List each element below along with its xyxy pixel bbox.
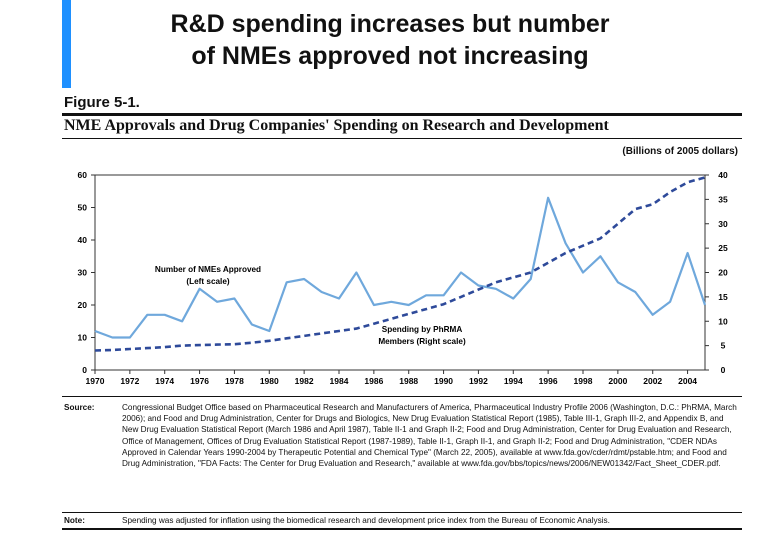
x-tick-label: 2004 — [678, 376, 697, 386]
y-right-tick-label: 30 — [718, 219, 728, 229]
figure-bottom-rule — [62, 528, 742, 530]
x-tick-label: 1972 — [120, 376, 139, 386]
y-right-tick-label: 15 — [718, 292, 728, 302]
title-accent-bar — [62, 0, 71, 88]
x-tick-label: 1986 — [364, 376, 383, 386]
note-label: Note: — [64, 516, 85, 525]
x-tick-label: 1974 — [155, 376, 174, 386]
nme-series-line — [94, 196, 707, 339]
x-tick-label: 1998 — [574, 376, 593, 386]
y-right-tick-label: 0 — [721, 365, 726, 375]
y-right-tick-label: 10 — [718, 316, 728, 326]
figure-top-rule — [62, 113, 742, 116]
x-tick-label: 1980 — [260, 376, 279, 386]
units-label: (Billions of 2005 dollars) — [622, 146, 738, 157]
y-left-tick-label: 40 — [78, 235, 88, 245]
x-tick-label: 1988 — [399, 376, 418, 386]
notes-rule — [62, 512, 742, 513]
y-right-tick-label: 40 — [718, 170, 728, 180]
x-tick-label: 1976 — [190, 376, 209, 386]
x-tick-label: 1982 — [295, 376, 314, 386]
spending-series-label-scale: Members (Right scale) — [378, 337, 466, 346]
y-right-tick-label: 35 — [718, 194, 728, 204]
y-right-tick-label: 20 — [718, 268, 728, 278]
x-tick-label: 1992 — [469, 376, 488, 386]
y-right-tick-label: 5 — [721, 341, 726, 351]
x-tick-label: 1994 — [504, 376, 523, 386]
slide-title: R&D spending increases but number of NME… — [170, 10, 610, 70]
source-block: Source: Congressional Budget Office base… — [64, 402, 744, 512]
x-tick-label: 1970 — [86, 376, 105, 386]
x-tick-label: 2002 — [643, 376, 662, 386]
x-tick-label: 1984 — [330, 376, 349, 386]
note-block: Note: Spending was adjusted for inflatio… — [64, 515, 744, 529]
y-right-tick-label: 25 — [718, 243, 728, 253]
x-tick-label: 1990 — [434, 376, 453, 386]
chart-bottom-rule — [62, 396, 742, 397]
x-tick-label: 1996 — [539, 376, 558, 386]
figure-label: Figure 5-1. — [64, 94, 140, 111]
nme-series-label: Number of NMEs Approved — [155, 265, 261, 274]
figure-title: NME Approvals and Drug Companies' Spendi… — [64, 117, 609, 134]
x-tick-label: 1978 — [225, 376, 244, 386]
source-label: Source: — [64, 403, 95, 412]
y-left-tick-label: 0 — [82, 365, 87, 375]
nme-series-label-scale: (Left scale) — [186, 277, 229, 286]
figure-title-rule — [62, 138, 742, 139]
y-left-tick-label: 30 — [78, 268, 88, 278]
y-left-tick-label: 60 — [78, 170, 88, 180]
y-left-tick-label: 20 — [78, 300, 88, 310]
spending-series-line — [94, 176, 706, 352]
y-left-tick-label: 10 — [78, 333, 88, 343]
y-left-tick-label: 50 — [78, 203, 88, 213]
spending-series-label: Spending by PhRMA — [382, 325, 463, 334]
note-text: Spending was adjusted for inflation usin… — [122, 516, 610, 525]
source-text: Congressional Budget Office based on Pha… — [122, 403, 737, 469]
x-tick-label: 2000 — [608, 376, 627, 386]
